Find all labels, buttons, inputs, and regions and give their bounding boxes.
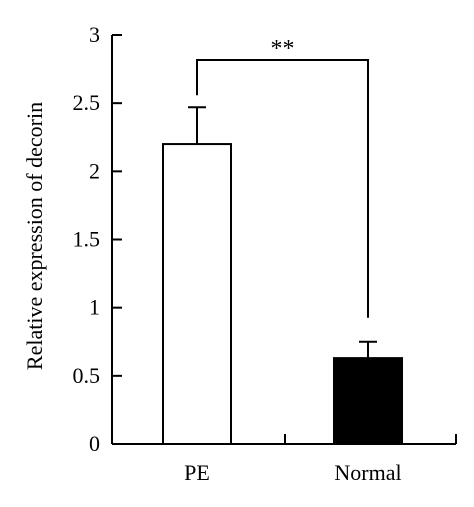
- y-tick-label: 3: [89, 22, 100, 47]
- bar-normal: [333, 357, 403, 445]
- y-tick-label: 0: [89, 431, 100, 456]
- y-tick-label: 2: [89, 158, 100, 183]
- y-axis-label: Relative expression of decorin: [22, 102, 47, 370]
- significance-bracket-line: [196, 59, 369, 318]
- x-tick-label: Normal: [334, 460, 401, 485]
- bar-pe: [162, 143, 232, 445]
- x-tick-label: PE: [184, 460, 210, 485]
- tick-labels: 0 0.5 1 1.5 2 2.5 3 PE Normal: [73, 22, 402, 485]
- significance-bracket: **: [196, 36, 369, 318]
- significance-label: **: [271, 36, 295, 62]
- y-tick-label: 1: [89, 295, 100, 320]
- y-tick-label: 0.5: [73, 363, 101, 388]
- y-tick-label: 1.5: [73, 227, 101, 252]
- y-tick-label: 2.5: [73, 90, 101, 115]
- bars: [162, 143, 403, 445]
- error-bars: [188, 106, 377, 359]
